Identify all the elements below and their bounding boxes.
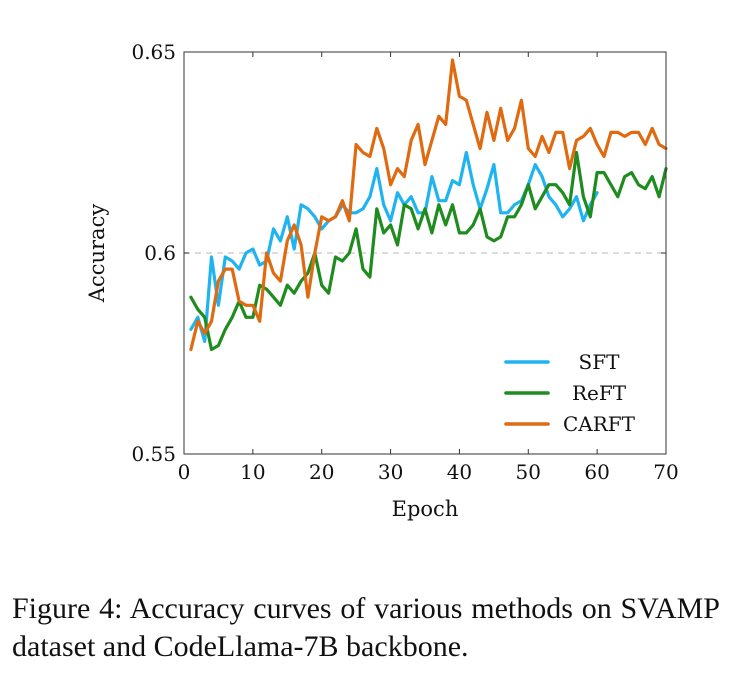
y-axis-label: Accuracy bbox=[85, 204, 109, 304]
x-tick-label: 20 bbox=[309, 460, 334, 484]
series-line-carft bbox=[189, 58, 668, 352]
x-tick-label: 0 bbox=[178, 460, 191, 484]
legend-label-sft: SFT bbox=[579, 350, 621, 374]
x-tick-label: 30 bbox=[378, 460, 403, 484]
legend-label-carft: CARFT bbox=[563, 412, 636, 436]
legend-label-reft: ReFT bbox=[572, 381, 627, 405]
y-tick-label: 0.55 bbox=[131, 442, 176, 466]
series-layer bbox=[189, 58, 668, 352]
x-tick-label: 40 bbox=[447, 460, 472, 484]
legend: SFT ReFT CARFT bbox=[504, 350, 636, 436]
x-tick-label: 60 bbox=[584, 460, 609, 484]
x-axis-label: Epoch bbox=[392, 497, 459, 521]
ticks-layer: 0 10 20 30 40 50 60 70 0.55 0.6 0.65 bbox=[131, 40, 678, 484]
x-tick-label: 50 bbox=[516, 460, 541, 484]
x-tick-label: 70 bbox=[653, 460, 678, 484]
y-tick-label: 0.6 bbox=[144, 241, 176, 265]
figure-caption: Figure 4: Accuracy curves of various met… bbox=[12, 592, 720, 663]
x-tick-label: 10 bbox=[240, 460, 265, 484]
accuracy-line-chart: 0 10 20 30 40 50 60 70 0.55 0.6 0.65 Epoch Accurac… bbox=[85, 40, 679, 521]
y-tick-label: 0.65 bbox=[131, 40, 176, 64]
series-line-sft bbox=[189, 150, 599, 343]
series-line-reft bbox=[189, 150, 668, 352]
